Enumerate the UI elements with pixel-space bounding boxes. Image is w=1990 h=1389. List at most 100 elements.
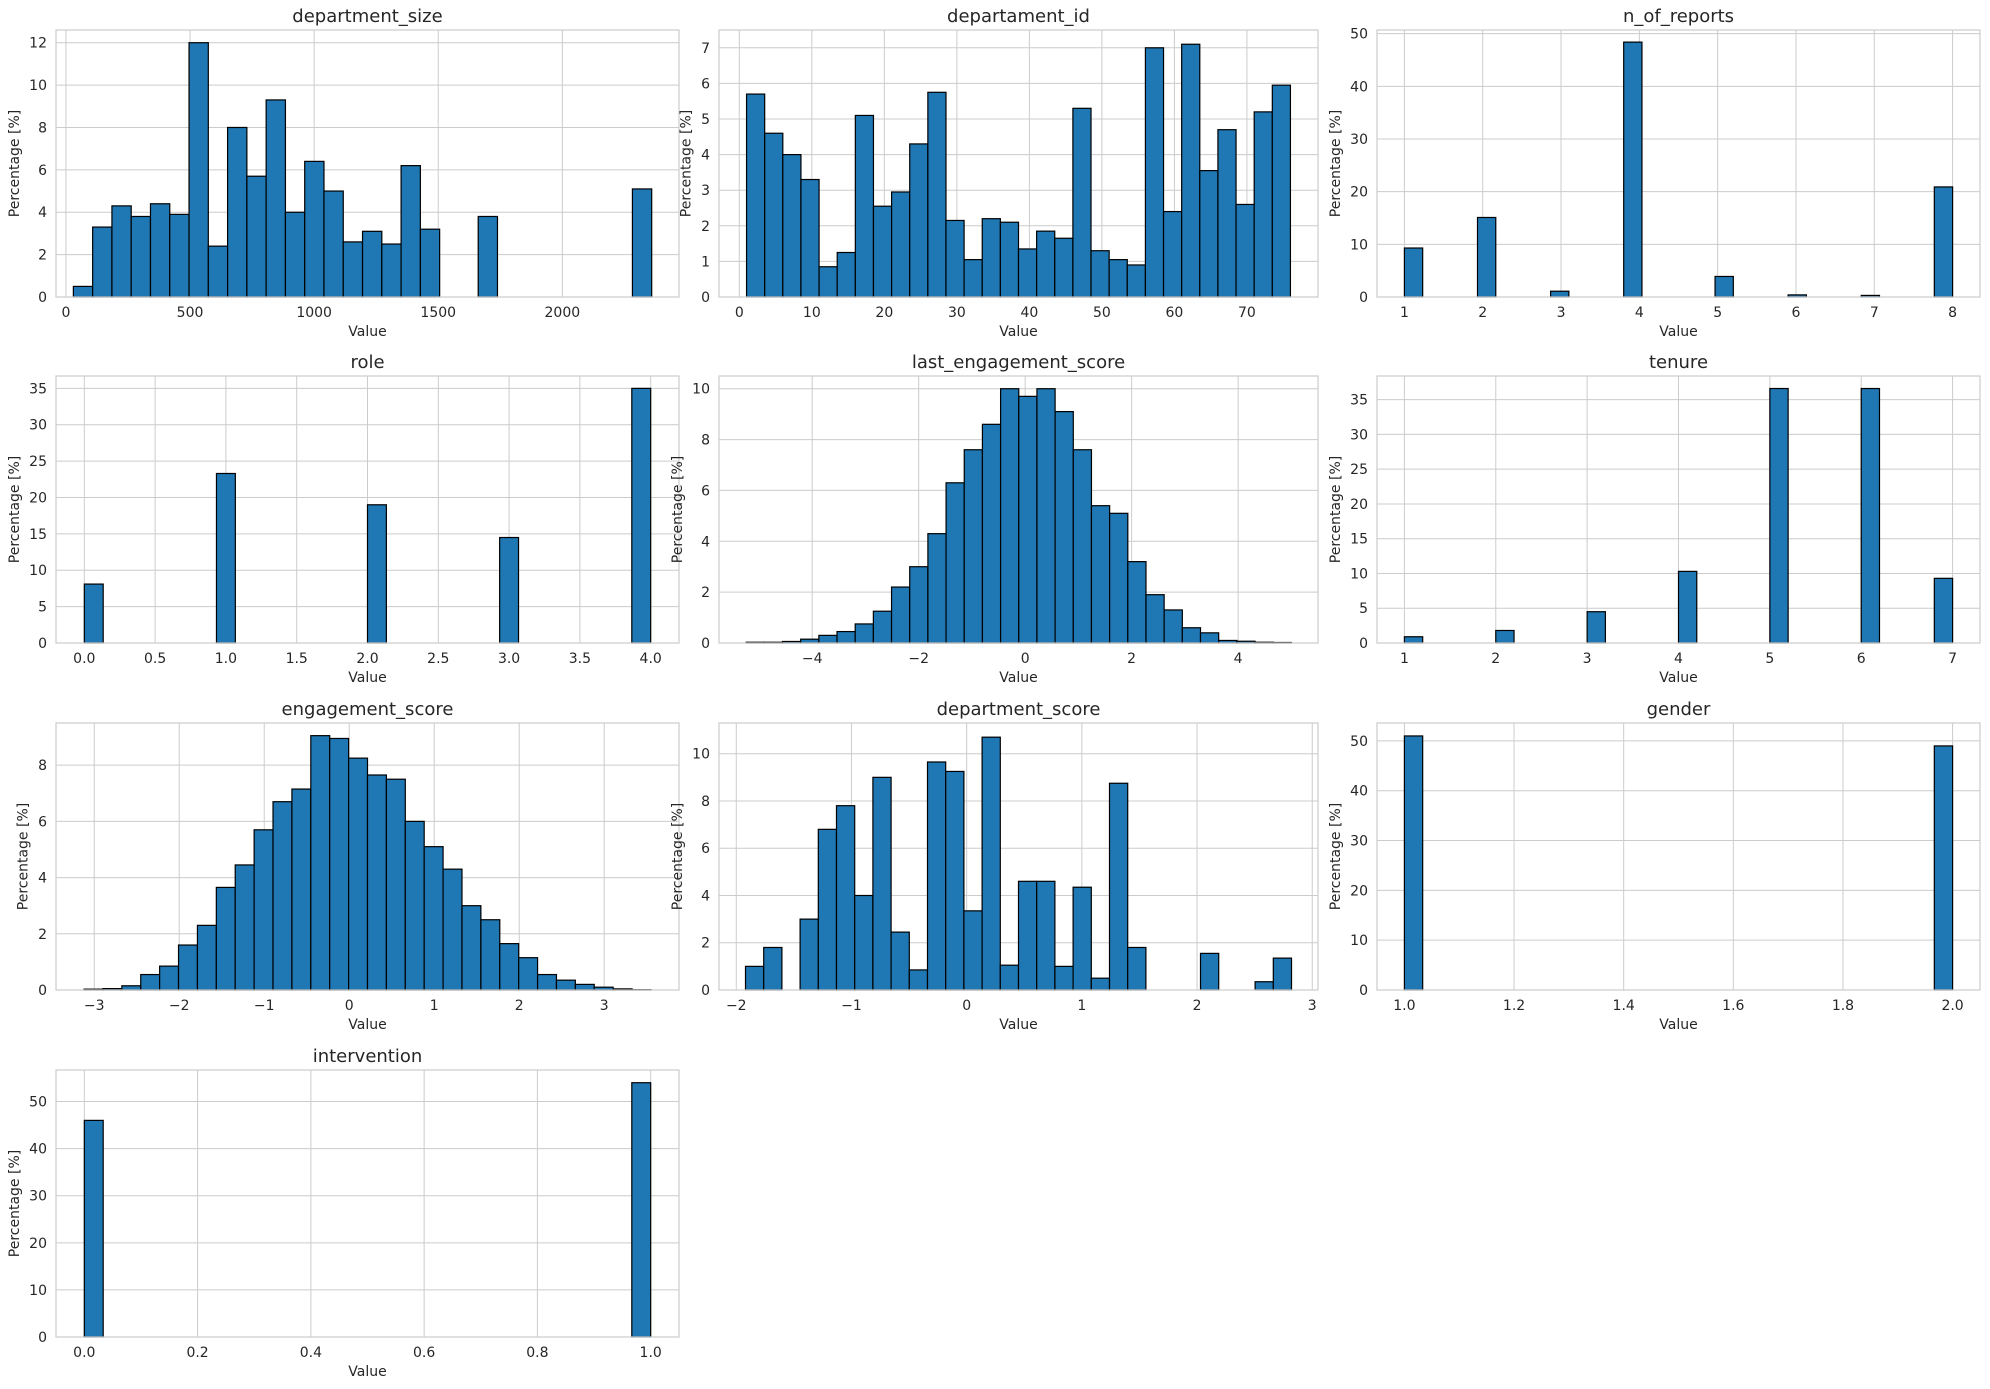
x-tick-label: 50 [1093, 305, 1111, 321]
y-tick-label: 30 [1350, 132, 1368, 148]
y-tick-label: 8 [701, 433, 710, 449]
histogram-bar [1403, 247, 1424, 298]
y-tick-label: 10 [692, 382, 710, 398]
subplot-department_size: 0 500 1000 1500 2000 0 2 4 6 8 10 12 department_size… [7, 6, 680, 340]
histogram-bar [361, 230, 383, 298]
x-tick-label: 2.0 [356, 651, 378, 667]
x-tick-label: 6 [1792, 305, 1801, 321]
histogram-bar [1145, 594, 1165, 644]
histogram-bar [1476, 216, 1497, 298]
histogram-bar [169, 213, 190, 298]
histogram-bar [872, 776, 892, 991]
y-tick-label: 2 [701, 585, 710, 601]
x-tick-label: 30 [948, 305, 966, 321]
y-tick-label: 30 [1350, 834, 1368, 850]
histogram-bar [999, 964, 1020, 991]
x-tick-label: 0.0 [73, 651, 95, 667]
y-tick-label: 25 [1350, 462, 1368, 478]
x-axis-label: Value [348, 324, 386, 340]
histogram-bar [1162, 210, 1183, 298]
y-axis-label: Percentage [%] [7, 1150, 23, 1257]
y-tick-label: 10 [29, 563, 47, 579]
x-axis-label: Value [348, 670, 386, 686]
x-axis-label: Value [999, 670, 1037, 686]
y-tick-label: 0 [701, 636, 710, 652]
plot-frame [1376, 29, 1981, 298]
y-tick-label: 0 [1359, 983, 1368, 999]
plot-frame [55, 722, 680, 991]
y-tick-label: 0 [38, 636, 47, 652]
x-tick-label: 3 [1308, 998, 1317, 1014]
y-tick-label: 50 [1350, 27, 1368, 43]
histogram-bar [1860, 387, 1881, 644]
x-tick-label: −2 [908, 651, 929, 667]
y-tick-label: 20 [1350, 497, 1368, 513]
x-tick-label: 1.0 [215, 651, 237, 667]
x-tick-label: 2 [515, 998, 524, 1014]
y-tick-label: 0 [38, 983, 47, 999]
histogram-bar [963, 910, 983, 991]
x-tick-label: 7 [1948, 651, 1957, 667]
histogram-bar [1586, 611, 1607, 644]
histogram-bar [1036, 388, 1056, 644]
histogram-bar [1933, 577, 1954, 644]
y-tick-label: 20 [1350, 185, 1368, 201]
y-axis-label: Percentage [%] [670, 456, 686, 563]
y-tick-label: 40 [1350, 79, 1368, 95]
x-tick-label: 0 [1021, 651, 1030, 667]
histogram-bar [196, 924, 217, 991]
y-tick-label: 4 [701, 534, 710, 550]
histogram-bar [854, 114, 875, 298]
histogram-bar [342, 241, 364, 298]
x-tick-label: 0.4 [300, 1345, 322, 1361]
histogram-bar [782, 154, 802, 298]
x-tick-label: −2 [726, 998, 747, 1014]
histogram-bar [1127, 561, 1147, 644]
x-tick-label: −2 [169, 998, 190, 1014]
y-axis-label: Percentage [%] [1328, 803, 1344, 910]
histogram-bar [404, 820, 425, 991]
histogram-bar [1054, 411, 1074, 644]
x-tick-label: 2 [1478, 305, 1487, 321]
plot-frame [55, 375, 680, 644]
x-tick-label: 3 [600, 998, 609, 1014]
histogram-bar [800, 178, 820, 298]
y-tick-label: 10 [1350, 237, 1368, 253]
histogram-bar [836, 630, 856, 644]
subplot-n_of_reports: 1 2 3 4 5 6 7 8 0 10 20 30 40 50 n_of_reports Value Perc… [1328, 6, 1981, 340]
histogram-bar [1623, 41, 1643, 298]
histogram-bar [945, 770, 965, 991]
x-tick-label: 1.0 [640, 1345, 662, 1361]
x-tick-label: −1 [254, 998, 275, 1014]
plot-frame [55, 1069, 680, 1338]
histogram-bar [188, 42, 209, 298]
x-tick-label: 1500 [420, 305, 456, 321]
y-axis-label: Percentage [%] [7, 456, 23, 563]
histogram-bar [854, 894, 874, 991]
histogram-bar [1072, 107, 1092, 298]
y-tick-label: 4 [38, 871, 47, 887]
histogram-bar [1054, 237, 1074, 298]
histogram-bar [890, 191, 911, 298]
histogram-bar [442, 868, 463, 991]
subplot-title: last_engagement_score [912, 352, 1125, 373]
x-axis-label: Value [1659, 1017, 1697, 1033]
y-tick-label: 30 [1350, 427, 1368, 443]
histogram-bar [234, 864, 255, 991]
y-tick-label: 20 [29, 490, 47, 506]
histogram-bar [304, 160, 325, 298]
histogram-bar [381, 243, 402, 298]
x-tick-label: 1.4 [1613, 998, 1635, 1014]
y-tick-label: 35 [29, 381, 47, 397]
y-tick-label: 7 [701, 41, 710, 57]
x-tick-label: 5 [1713, 305, 1722, 321]
histogram-bar [872, 205, 893, 298]
x-tick-label: 2000 [545, 305, 581, 321]
x-tick-label: 1.8 [1832, 998, 1854, 1014]
histogram-bar [215, 472, 236, 644]
x-tick-label: −4 [802, 651, 823, 667]
histogram-bar [963, 449, 984, 644]
y-tick-label: 8 [701, 794, 710, 810]
histogram-bar [1199, 952, 1220, 991]
x-axis-label: Value [348, 1364, 386, 1380]
